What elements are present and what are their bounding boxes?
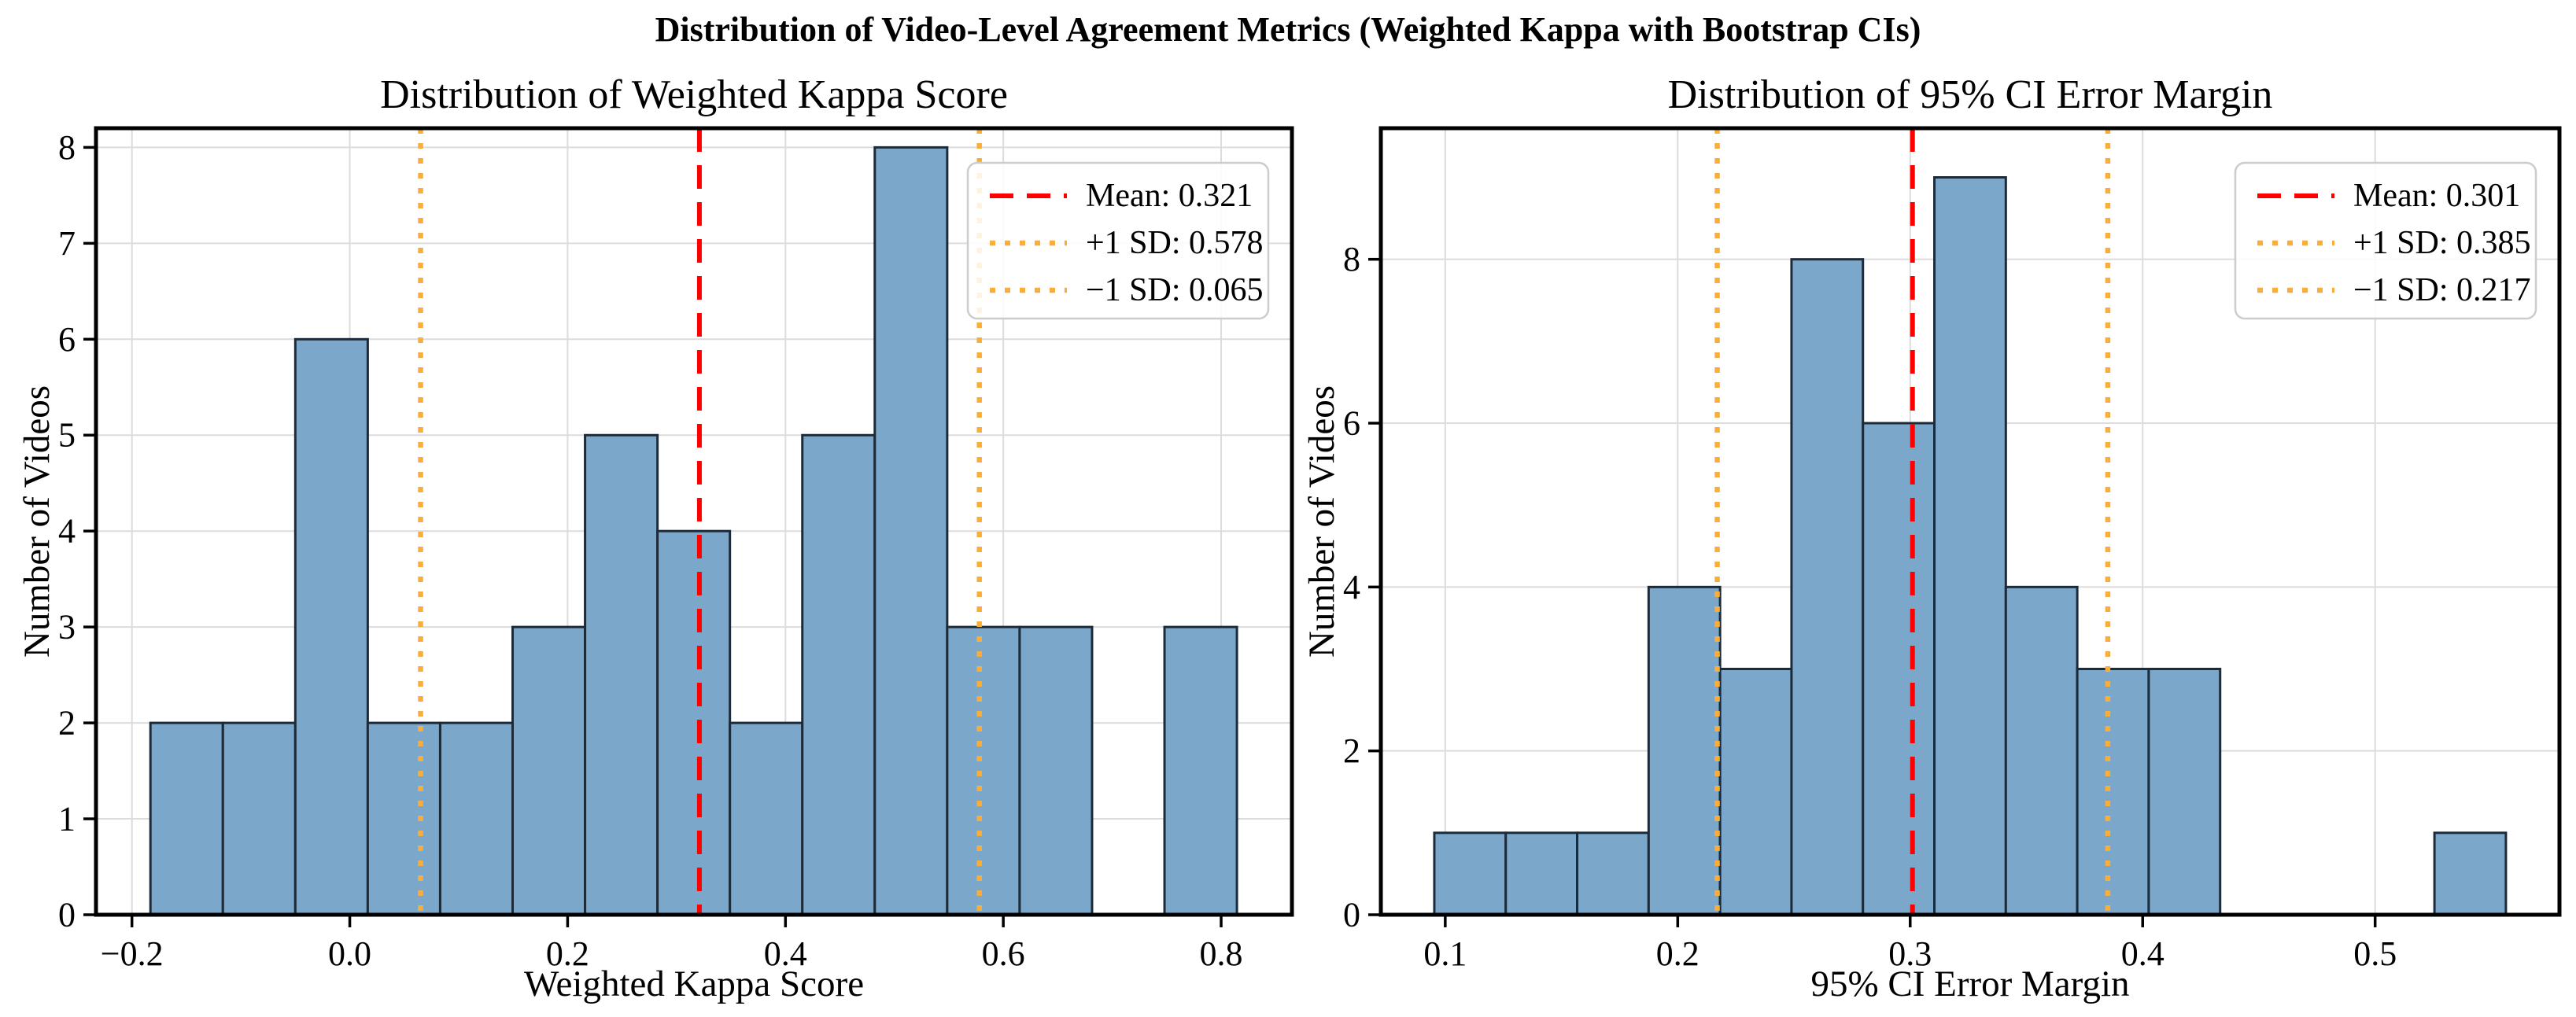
x-tick-label: 0.6 [982,934,1025,973]
histogram-bar [2004,585,2079,916]
y-axis-label: Number of Videos [1301,385,1342,658]
histogram-bar [366,721,441,916]
x-tick-label: 0.1 [1423,934,1467,973]
legend-label: +1 SD: 0.385 [2353,225,2531,261]
y-tick-label: 6 [58,320,76,359]
y-tick-label: 7 [58,224,76,263]
y-tick-label: 0 [58,896,76,934]
y-tick-label: 4 [58,512,76,551]
plot-area: −0.2 0.0 0.2 0.4 0.6 0.8 0 1 2 3 4 5 6 7 8 Mean: 0.321 +… [58,126,1294,973]
y-tick-label: 5 [58,416,76,455]
y-tick-label: 2 [58,704,76,742]
y-axis-label: Number of Videos [17,385,57,658]
legend-box [2234,161,2537,320]
x-axis-label: 95% CI Error Margin [1810,964,2129,1004]
histogram-bar [1718,668,1793,916]
y-tick-label: 4 [1343,568,1360,606]
x-tick-label: −0.2 [101,934,164,973]
histogram-bar [946,625,1021,916]
histogram-bar [511,625,587,916]
histogram-bar [149,721,224,916]
x-tick-label: 0.3 [1888,934,1932,973]
histogram-bar [729,721,804,916]
legend-label: +1 SD: 0.578 [1086,225,1264,261]
histogram-bar [1647,585,1722,916]
figure-title: Distribution of Video-Level Agreement Me… [655,10,1921,49]
histogram-bar [873,146,949,916]
legend-label: Mean: 0.321 [1086,178,1253,214]
y-tick-label: 3 [58,608,76,647]
x-tick-label: 0.5 [2353,934,2397,973]
histogram-bar [1433,831,1508,916]
x-tick-label: 0.2 [1656,934,1699,973]
chart-title: Distribution of Weighted Kappa Score [380,72,1008,117]
histogram-bar [1163,625,1238,916]
plot-area: 0.1 0.2 0.3 0.4 0.5 0 2 4 6 8 Mean: 0.301 +1 SD: 0.… [1343,126,2562,973]
x-tick-label: 0.0 [328,934,371,973]
plot-border [1378,126,2562,917]
histogram-bar [1933,176,2007,916]
y-tick-label: 8 [1343,240,1360,278]
histogram-bar [656,529,732,916]
histogram-bar [221,721,297,916]
y-tick-label: 2 [1343,731,1360,770]
legend-label: −1 SD: 0.217 [2353,272,2531,308]
y-tick-label: 8 [58,128,76,167]
legend-label: −1 SD: 0.065 [1086,272,1264,308]
histogram-bar [2147,668,2222,916]
histogram-bar [801,433,877,916]
chart-title: Distribution of 95% CI Error Margin [1668,72,2273,117]
y-tick-label: 1 [58,800,76,838]
chart-weighted-kappa: Distribution of Weighted Kappa Score Wei… [17,72,1294,1004]
x-tick-label: 0.2 [546,934,589,973]
histogram-bar [2076,668,2150,916]
legend-label: Mean: 0.301 [2353,178,2520,214]
histogram-bar [1790,258,1865,916]
histogram-bar [2433,831,2508,916]
y-tick-label: 6 [1343,404,1360,443]
x-tick-label: 0.4 [2121,934,2165,973]
x-axis-label: Weighted Kappa Score [524,964,864,1004]
histogram-bar [1862,422,1936,916]
histogram-bar [584,433,659,916]
x-tick-label: 0.4 [764,934,807,973]
histogram-bar [1018,625,1094,916]
x-tick-label: 0.8 [1200,934,1243,973]
histogram-bar [293,337,369,916]
histogram-bar [1504,831,1579,916]
legend-box [966,161,1270,320]
histogram-bar [1576,831,1650,916]
chart-ci-error-margin: Distribution of 95% CI Error Margin 95% … [1301,72,2562,1004]
y-tick-label: 0 [1343,896,1360,934]
plot-border [94,126,1294,917]
histogram-bar [438,721,515,916]
